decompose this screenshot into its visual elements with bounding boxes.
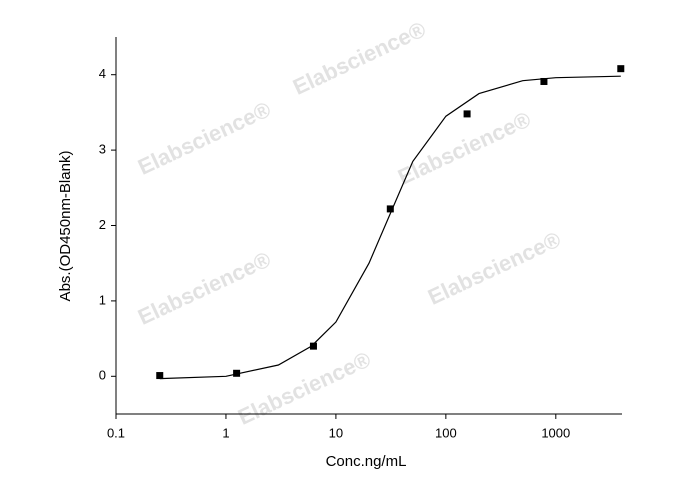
data-point — [463, 110, 471, 118]
y-tick-label: 0 — [99, 368, 106, 383]
watermark: Elabscience® — [134, 247, 275, 330]
x-tick-label: 100 — [435, 425, 457, 440]
y-axis-label: Abs.(OD450nm-Blank) — [57, 151, 74, 302]
watermark: Elabscience® — [234, 347, 375, 430]
watermark: Elabscience® — [134, 97, 275, 180]
data-point — [233, 369, 241, 377]
data-point — [617, 65, 625, 73]
x-tick-label: 10 — [329, 425, 343, 440]
x-tick-label: 0.1 — [107, 425, 125, 440]
watermark: Elabscience® — [424, 227, 565, 310]
x-tick-label: 1 — [222, 425, 229, 440]
y-tick-label: 3 — [99, 142, 106, 157]
watermark: Elabscience® — [289, 17, 430, 100]
y-tick-label: 1 — [99, 292, 106, 307]
x-tick-label: 1000 — [541, 425, 570, 440]
watermark: Elabscience® — [394, 107, 535, 190]
data-point — [540, 77, 548, 85]
data-point — [156, 372, 164, 380]
data-point — [309, 342, 317, 350]
y-tick-label: 4 — [99, 66, 106, 81]
x-axis-label: Conc.ng/mL — [326, 453, 407, 470]
y-tick-label: 2 — [99, 217, 106, 232]
data-point — [386, 205, 394, 213]
fit-curve — [159, 75, 621, 380]
